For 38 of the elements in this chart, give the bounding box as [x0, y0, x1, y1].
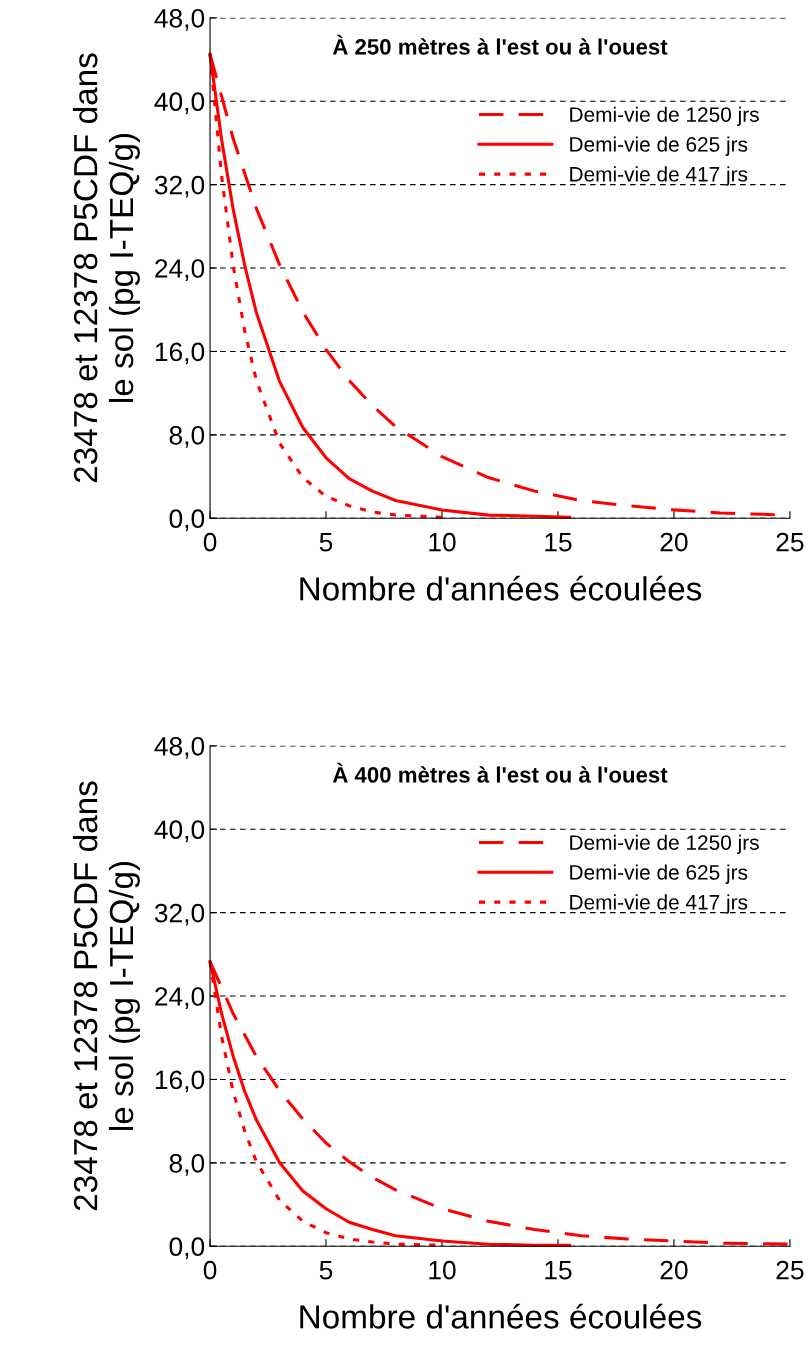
x-tick-label: 20: [660, 1260, 688, 1280]
y-tick-label: 48,0: [154, 736, 205, 759]
y-tick-label: 40,0: [154, 820, 205, 843]
x-tick-label: 15: [545, 1261, 572, 1280]
y-axis-title: 23478 et 12378 P5CDF dans le sol (pg I-TEQ/g): [72, 781, 140, 1211]
x-tick-label: 20: [660, 532, 688, 552]
legend-label: Demi-vie de 417 jrs: [570, 894, 748, 914]
legend-label: Demi-vie de 625 jrs: [570, 864, 748, 884]
y-tick-label: 32,0: [154, 175, 205, 198]
y-tick-label: 0,0: [169, 1237, 205, 1260]
x-tick-label: 10: [429, 1260, 456, 1280]
y-tick-label: 32,0: [154, 903, 205, 926]
x-tick-label: 0: [203, 532, 217, 552]
x-tick-label: 0: [203, 1260, 217, 1280]
x-axis-title: Nombre d'années écoulées: [300, 1303, 702, 1329]
y-tick-label: 0,0: [169, 509, 205, 532]
legend-label: Demi-vie de 625 jrs: [570, 136, 748, 156]
y-tick-label: 40,0: [154, 92, 205, 115]
text: À 400 mètres à l'est ou à l'ouest: [332, 762, 668, 783]
text: À 250 mètres à l'est ou à l'ouest: [332, 34, 668, 55]
legend-label: Demi-vie de 1250 jrs: [570, 106, 759, 127]
x-tick-label: 10: [429, 532, 456, 552]
y-tick-label: 8,0: [169, 1153, 205, 1176]
x-tick-label: 5: [319, 533, 333, 552]
y-tick-label: 16,0: [155, 342, 205, 365]
y-axis-title: 23478 et 12378 P5CDF dans le sol (pg I-TEQ/g): [72, 53, 140, 483]
y-tick-label: 16,0: [155, 1070, 205, 1093]
y-tick-label: 48,0: [154, 8, 205, 31]
legend-label: Demi-vie de 417 jrs: [570, 166, 748, 186]
x-tick-label: 5: [319, 1261, 333, 1280]
y-tick-label: 8,0: [169, 425, 205, 448]
y-tick-label: 24,0: [155, 987, 205, 1009]
y-tick-label: 24,0: [155, 259, 205, 281]
x-tick-label: 25: [776, 1260, 804, 1280]
legend-label: Demi-vie de 1250 jrs: [570, 834, 759, 855]
x-axis-title: Nombre d'années écoulées: [300, 575, 702, 601]
x-tick-label: 25: [776, 532, 804, 552]
x-tick-label: 15: [545, 533, 572, 552]
